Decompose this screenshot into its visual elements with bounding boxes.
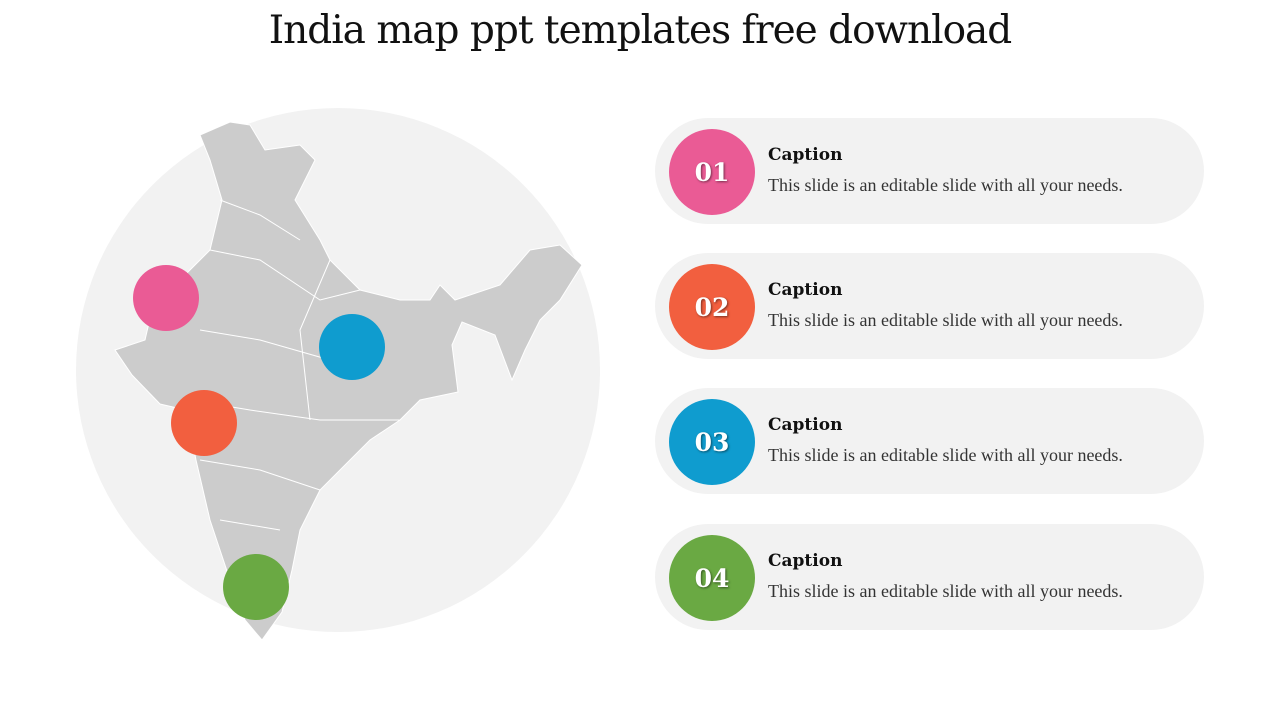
caption-heading: Caption [768,145,843,165]
caption-text: This slide is an editable slide with all… [768,445,1123,465]
india-map-graphic [76,108,600,641]
map-marker-01 [133,265,199,331]
caption-row-01: 01 Caption This slide is an editable sli… [655,118,1204,224]
state-borders [189,199,400,531]
caption-text: This slide is an editable slide with all… [768,581,1123,601]
caption-text: This slide is an editable slide with all… [768,175,1123,195]
caption-heading: Caption [768,415,843,435]
caption-row-04: 04 Caption This slide is an editable sli… [655,524,1204,630]
caption-row-02: 02 Caption This slide is an editable sli… [655,253,1204,359]
number-badge: 03 [669,399,755,485]
number-badge: 02 [669,264,755,350]
india-map-shape [114,121,583,641]
caption-row-03: 03 Caption This slide is an editable sli… [655,388,1204,494]
map-marker-02 [171,390,237,456]
number-badge: 01 [669,129,755,215]
caption-heading: Caption [768,280,843,300]
number-badge: 04 [669,535,755,621]
slide-title: India map ppt templates free download [268,8,1013,53]
caption-text: This slide is an editable slide with all… [768,310,1123,330]
caption-heading: Caption [768,551,843,571]
map-marker-03 [319,314,385,380]
map-marker-04 [223,554,289,620]
